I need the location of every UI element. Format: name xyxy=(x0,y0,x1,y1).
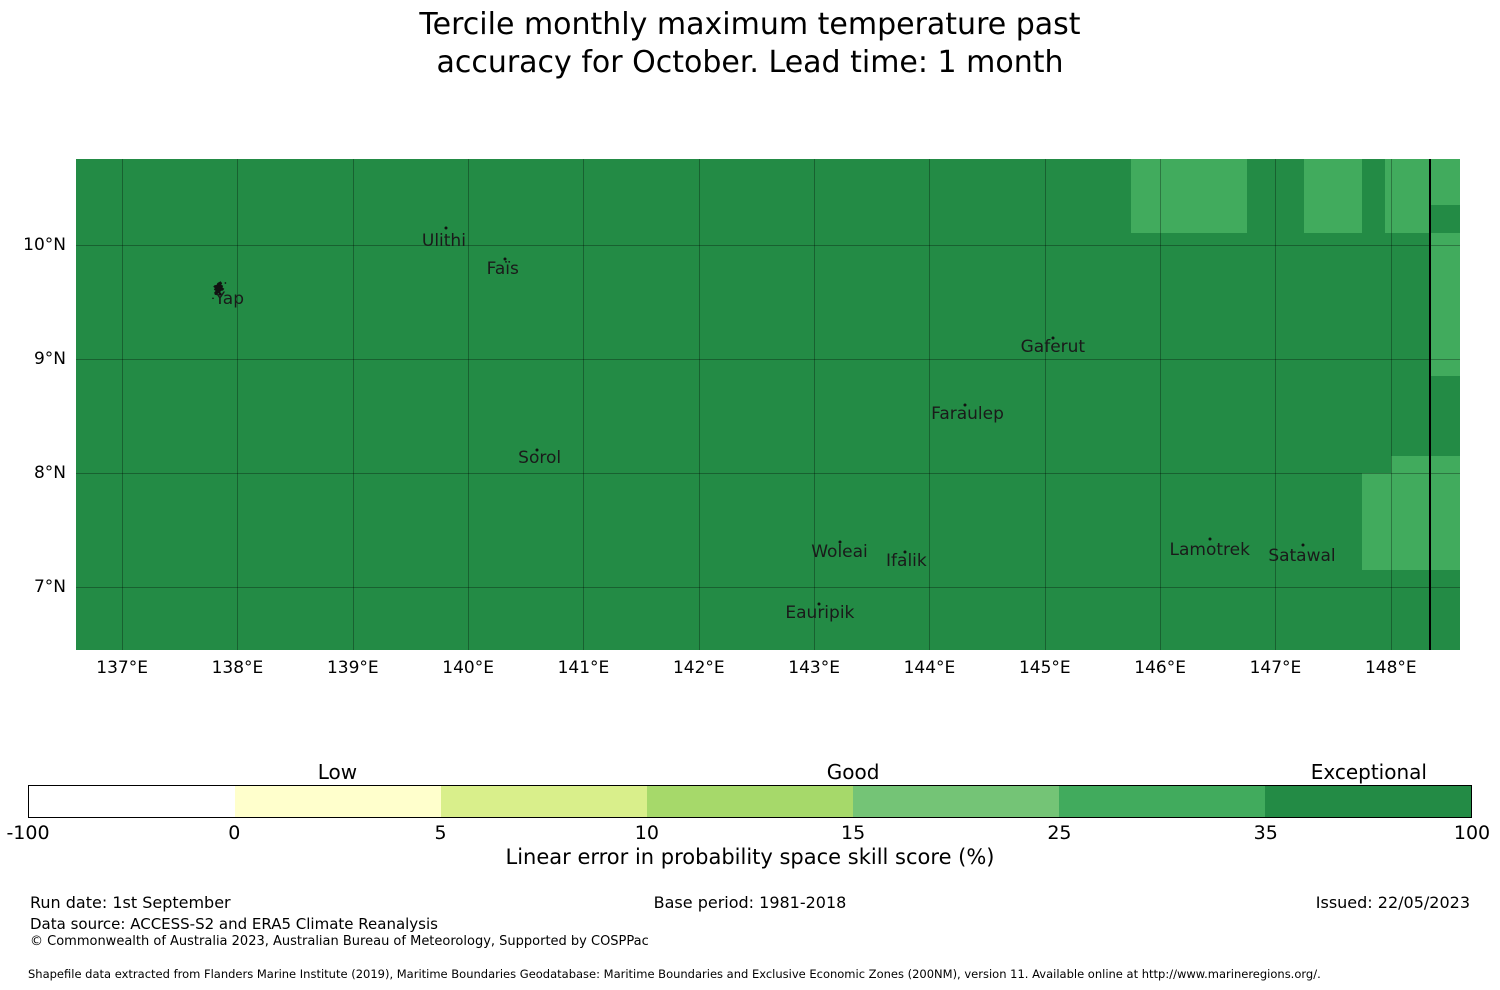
island-marker-dot xyxy=(503,257,507,261)
data-source-text: Data source: ACCESS-S2 and ERA5 Climate … xyxy=(30,915,438,933)
colorbar-segment xyxy=(1059,786,1265,817)
island-marker-dot xyxy=(838,540,841,544)
colorbar-category-label: Exceptional xyxy=(1310,760,1427,784)
colorbar xyxy=(28,785,1472,818)
map-grid-cell xyxy=(1160,159,1247,234)
island-marker-dot xyxy=(903,550,907,554)
island-marker-dot xyxy=(963,403,967,406)
colorbar-tick-label: -100 xyxy=(6,822,50,844)
map-grid-cell xyxy=(1431,233,1460,376)
map-gridline-horizontal xyxy=(76,587,1460,589)
eez-boundary-line xyxy=(1428,159,1431,650)
map-gridline-horizontal xyxy=(76,473,1460,474)
colorbar-segment xyxy=(647,786,853,817)
x-axis-tick-label: 146°E xyxy=(1134,658,1186,678)
colorbar-tick-label: 15 xyxy=(841,822,866,844)
map-gridline-vertical xyxy=(814,159,816,650)
island-label-ifalik: Ifalik xyxy=(886,550,927,571)
island-label-lamotrek: Lamotrek xyxy=(1169,539,1250,560)
footer: Run date: 1st September Base period: 198… xyxy=(0,893,1500,990)
island-marker-dot xyxy=(1051,336,1055,340)
island-label-faraulep: Faraulep xyxy=(931,403,1004,424)
map-gridline-vertical xyxy=(1044,159,1046,650)
island-label-sorol: Sorol xyxy=(518,448,562,469)
island-marker-dot xyxy=(1301,543,1305,547)
colorbar-segment xyxy=(235,786,441,817)
island-label-woleai: Woleai xyxy=(811,541,868,562)
map-grid-cell xyxy=(1431,159,1460,205)
map-gridline-vertical xyxy=(352,159,354,650)
colorbar-tick-label: 5 xyxy=(434,822,447,844)
colorbar-tick-label: 10 xyxy=(634,822,659,844)
x-axis-tick-label: 137°E xyxy=(96,658,148,678)
map-gridline-vertical xyxy=(122,159,124,650)
base-period-text: Base period: 1981-2018 xyxy=(653,893,847,912)
colorbar-container xyxy=(28,785,1472,818)
map-gridline-horizontal xyxy=(76,244,1460,246)
colorbar-segment xyxy=(853,786,1059,817)
x-axis-tick-label: 139°E xyxy=(326,658,379,678)
colorbar-tick-label: 25 xyxy=(1047,822,1072,844)
colorbar-tick-label: 0 xyxy=(228,822,241,844)
y-axis-tick-label: 7°N xyxy=(33,577,66,598)
yap-island-shape xyxy=(207,279,233,309)
colorbar-segment xyxy=(441,786,647,817)
colorbar-axis-label: Linear error in probability space skill … xyxy=(505,845,995,869)
map-gridline-vertical xyxy=(1275,159,1277,650)
map-gridline-vertical xyxy=(1160,159,1162,650)
shapefile-attribution-text: Shapefile data extracted from Flanders M… xyxy=(28,967,1321,981)
colorbar-category-label: Low xyxy=(317,760,358,784)
island-marker-dot xyxy=(1208,537,1212,541)
map-gridline-horizontal xyxy=(76,358,1460,360)
map-grid-cell xyxy=(1385,159,1432,234)
map-grid-cell xyxy=(1390,455,1460,473)
map-gridline-vertical xyxy=(929,159,931,650)
map-gridline-vertical xyxy=(698,159,700,650)
x-axis-tick-label: 148°E xyxy=(1364,658,1417,678)
colorbar-category-label: Good xyxy=(826,760,880,784)
x-axis-tick-label: 143°E xyxy=(788,658,840,678)
map-grid-cell xyxy=(1304,159,1362,234)
map-gridline-vertical xyxy=(1390,159,1392,650)
map-grid-cell xyxy=(1131,159,1161,234)
island-label-satawal: Satawal xyxy=(1268,546,1336,567)
y-axis-tick-label: 8°N xyxy=(33,463,66,483)
y-axis-tick-label: 9°N xyxy=(33,348,66,369)
island-label-ulithi: Ulithi xyxy=(421,231,466,252)
map-gridline-vertical xyxy=(468,159,470,650)
x-axis-tick-label: 141°E xyxy=(557,658,610,678)
run-date-text: Run date: 1st September xyxy=(30,893,231,912)
x-axis-tick-label: 140°E xyxy=(442,658,494,678)
colorbar-tick-label: 35 xyxy=(1253,822,1278,844)
x-axis-tick-label: 144°E xyxy=(903,658,956,678)
island-marker-dot xyxy=(817,602,821,606)
map-gridline-vertical xyxy=(583,159,585,650)
island-label-gaferut: Gaferut xyxy=(1020,337,1086,358)
x-axis-tick-label: 147°E xyxy=(1249,658,1302,678)
chart-title: Tercile monthly maximum temperature past… xyxy=(419,7,1081,80)
x-axis-tick-label: 142°E xyxy=(672,658,725,678)
island-marker-dot xyxy=(535,448,539,452)
map-plot-area: Yap Ulithi Faïs Sorol Gaferut Faraulep Woleai I… xyxy=(76,159,1460,650)
colorbar-segment xyxy=(1265,786,1471,817)
copyright-text: © Commonwealth of Australia 2023, Austra… xyxy=(30,934,649,949)
island-marker-dot xyxy=(444,226,448,229)
issued-date-text: Issued: 22/05/2023 xyxy=(1315,893,1470,912)
map-grid-cell xyxy=(1361,473,1460,571)
island-label-eauripik: Eauripik xyxy=(785,603,855,624)
x-axis-tick-label: 138°E xyxy=(211,658,264,678)
colorbar-tick-label: 100 xyxy=(1453,822,1491,844)
y-axis-tick-label: 10°N xyxy=(23,234,66,255)
island-label-fas: Faïs xyxy=(486,258,519,279)
colorbar-segment xyxy=(29,786,235,817)
x-axis-tick-label: 145°E xyxy=(1018,658,1071,678)
map-gridline-vertical xyxy=(237,159,239,650)
island-label-yap: Yap xyxy=(214,289,245,310)
island-marker-dot xyxy=(218,292,222,296)
